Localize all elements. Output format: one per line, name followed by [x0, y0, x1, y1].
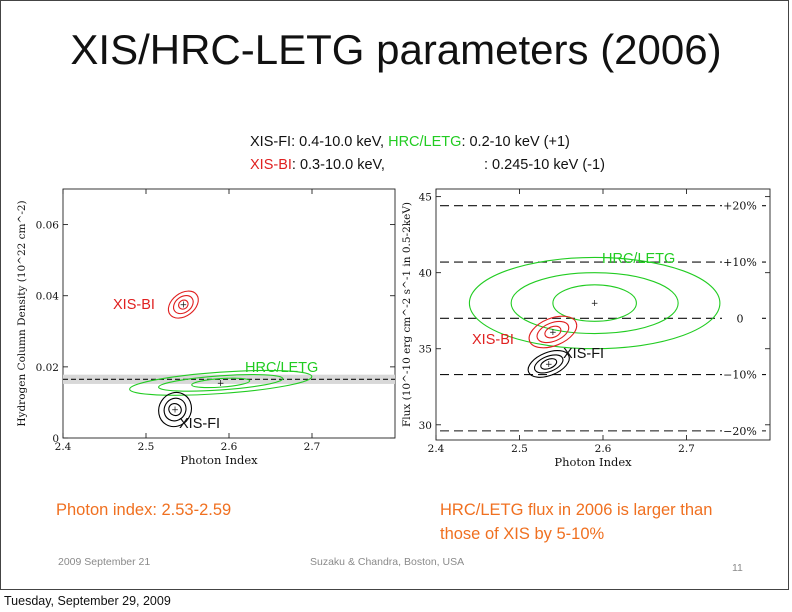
energy-hrc-minus-range: : 0.245-10 keV (-1)	[484, 157, 605, 173]
screenshot-caption: Tuesday, September 29, 2009	[4, 594, 171, 608]
note-photon-index: Photon index: 2.53-2.59	[56, 501, 232, 519]
energy-bi-label: XIS-BI	[250, 157, 292, 173]
slide-frame	[0, 0, 789, 590]
confidence-contour	[167, 290, 199, 319]
best-fit-marker: +	[591, 299, 599, 309]
confidence-contour	[468, 256, 721, 350]
x-tick-label: 2.5	[511, 443, 528, 455]
footer-venue: Suzaku & Chandra, Boston, USA	[310, 556, 465, 568]
confidence-contour	[191, 377, 251, 389]
reference-label-bg	[722, 198, 758, 212]
best-fit-marker: +	[217, 379, 225, 389]
y-tick-label: 45	[419, 192, 432, 204]
confidence-contour	[129, 369, 313, 396]
reference-line-label: +20%	[723, 200, 757, 213]
reference-band	[63, 374, 395, 384]
confidence-contour	[528, 315, 578, 349]
energy-fi-label: XIS-FI	[250, 134, 292, 150]
note-flux-line-2: those of XIS by 5-10%	[440, 525, 605, 543]
y-tick-label: 30	[419, 420, 432, 432]
reference-line-label: +10%	[723, 256, 757, 269]
confidence-contour	[158, 391, 193, 428]
energy-line-1: XIS-FI: 0.4-10.0 keV, HRC/LETG: 0.2-10 k…	[250, 134, 570, 150]
reference-label-bg	[722, 423, 758, 437]
x-tick-label: 2.5	[138, 441, 155, 453]
confidence-contour	[544, 325, 562, 339]
y-tick-label: 0.02	[36, 362, 59, 374]
reference-line-label: 0	[737, 312, 744, 325]
x-tick-label: 2.4	[55, 441, 72, 453]
confidence-contour	[168, 403, 182, 417]
energy-bi-range: : 0.3-10.0 keV,	[291, 157, 385, 173]
reference-label-bg	[722, 367, 758, 381]
x-axis-label: Photon Index	[554, 455, 632, 469]
y-tick-label: 0.04	[36, 291, 60, 303]
label-xis-fi: XIS-FI	[563, 346, 604, 362]
footer-date: 2009 September 21	[58, 556, 151, 568]
best-fit-marker: +	[545, 360, 553, 370]
confidence-contour	[178, 299, 189, 310]
energy-line-2: XIS-BI: 0.3-10.0 keV,	[250, 157, 385, 173]
y-tick-label: 35	[419, 344, 432, 356]
x-tick-label: 2.7	[304, 441, 321, 453]
confidence-contour	[533, 354, 564, 374]
energy-hrc-label: HRC/LETG	[388, 134, 462, 150]
footer-page-number: 11	[732, 562, 743, 574]
x-tick-label: 2.6	[595, 443, 612, 455]
confidence-contour	[163, 397, 187, 422]
y-axis-label: Flux (10^-10 erg cm^-2 s^-1 in 0.5-2keV)	[401, 202, 413, 427]
note-flux-line-1: HRC/LETG flux in 2006 is larger than	[440, 501, 713, 519]
reference-line-label: −20%	[723, 425, 757, 438]
best-fit-marker: +	[171, 406, 179, 416]
energy-fi-range: : 0.4-10.0 keV,	[291, 134, 385, 150]
best-fit-marker: +	[549, 328, 557, 338]
label-hrc-letg: HRC/LETG	[245, 360, 318, 376]
best-fit-marker: +	[180, 301, 188, 311]
x-axis-label: Photon Index	[180, 453, 258, 467]
label-xis-bi: XIS-BI	[113, 297, 155, 313]
y-axis-label: Hydrogen Column Density (10^22 cm^-2)	[16, 200, 28, 426]
confidence-contour	[527, 350, 570, 378]
label-xis-fi: XIS-FI	[179, 416, 220, 432]
label-xis-bi: XIS-BI	[472, 332, 514, 348]
chart-flux-vs-index: +20% +10% 0 −10% −20% 2.4 2.5 2.6 2.7 30 35 40 45 Pho…	[401, 188, 771, 469]
confidence-contour	[158, 373, 284, 392]
label-hrc-letg: HRC/LETG	[602, 251, 675, 267]
y-tick-label: 0.06	[36, 220, 60, 232]
slide-title: XIS/HRC-LETG parameters (2006)	[70, 26, 722, 73]
confidence-contour	[172, 295, 194, 315]
plot-frame	[62, 188, 396, 439]
reference-label-bg	[722, 255, 758, 269]
x-tick-label: 2.4	[428, 443, 445, 455]
chart-nh-vs-index: 2.4 2.5 2.6 2.7 0 0.02 0.04 0.06 Photon Index Hyd…	[16, 188, 396, 467]
x-tick-label: 2.7	[678, 443, 695, 455]
y-tick-label: 40	[419, 268, 432, 280]
confidence-contour	[540, 358, 558, 370]
energy-hrc-range: : 0.2-10 keV (+1)	[461, 134, 570, 150]
confidence-contour	[552, 284, 637, 322]
reference-line-label: −10%	[723, 369, 757, 382]
confidence-contour	[510, 272, 679, 335]
y-tick-label: 0	[52, 433, 59, 445]
confidence-contour	[536, 320, 570, 344]
plot-frame	[435, 188, 771, 441]
reference-label-bg	[722, 311, 758, 325]
x-tick-label: 2.6	[221, 441, 238, 453]
